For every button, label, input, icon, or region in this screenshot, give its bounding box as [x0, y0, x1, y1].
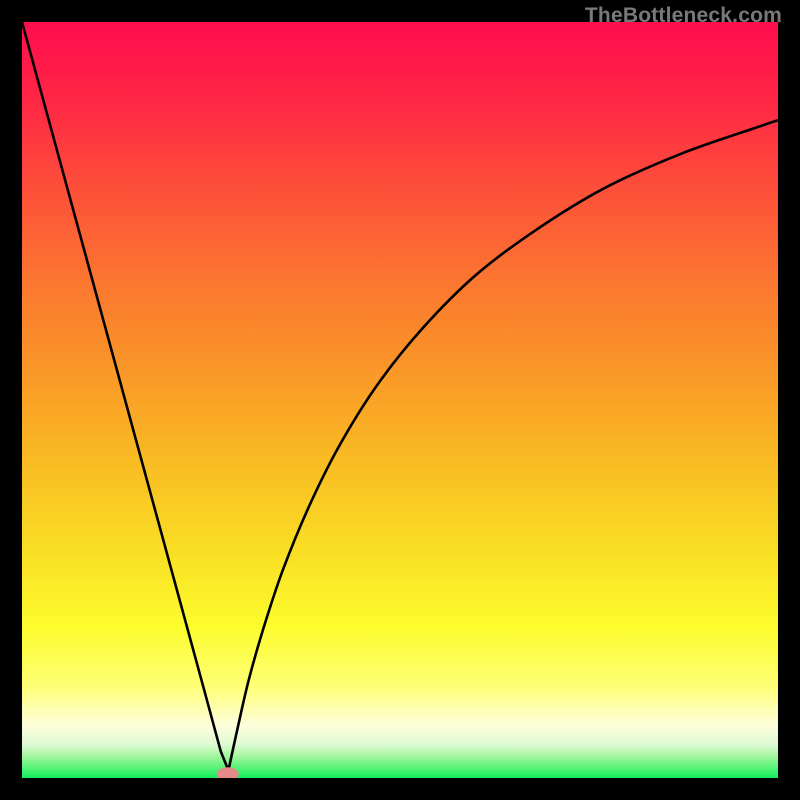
chart-svg	[22, 22, 778, 778]
watermark-text: TheBottleneck.com	[585, 4, 782, 28]
chart-background	[22, 22, 778, 778]
chart-plot-area	[22, 22, 778, 778]
chart-frame: TheBottleneck.com	[0, 0, 800, 800]
